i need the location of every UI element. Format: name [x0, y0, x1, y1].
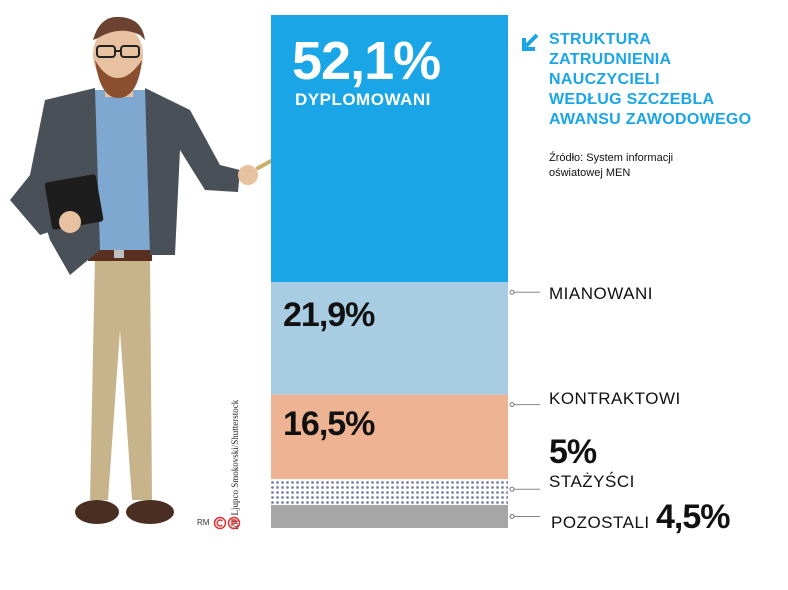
- chart-title: STRUKTURA ZATRUDNIENIA NAUCZYCIELI WEDŁU…: [549, 30, 751, 130]
- arrow-down-left-icon: [522, 33, 539, 51]
- bar-segment-stazysci: [271, 479, 508, 505]
- title-line: WEDŁUG SZCZEBLA: [549, 91, 715, 108]
- bar-segment-kontraktowi: [271, 394, 508, 480]
- signature-initials: RM: [197, 518, 210, 527]
- category-label-mianowani: MIANOWANI: [549, 284, 653, 303]
- copyright-icon: [213, 516, 241, 530]
- title-line: NAUCZYCIELI: [549, 71, 660, 88]
- value-label-mianowani: 21,9%: [283, 296, 375, 334]
- leader-dot-stazysci: [509, 486, 515, 492]
- source-line: Źródło: System informacji: [549, 152, 674, 164]
- value-label-kontraktowi: 16,5%: [283, 405, 375, 443]
- leader-dot-mianowani: [509, 289, 515, 295]
- value-label-pozostali: 4,5%: [656, 498, 730, 536]
- category-label-stazysci: STAŻYŚCI: [549, 472, 635, 491]
- bar-segment-dyplomowani: [271, 15, 508, 283]
- title-line: ZATRUDNIENIA: [549, 51, 672, 68]
- bar-segment-pozostali: [271, 504, 508, 528]
- leader-dot-pozostali: [509, 513, 515, 519]
- leader-dot-kontraktowi: [509, 402, 515, 408]
- value-label-dyplomowani: 52,1%: [292, 31, 441, 91]
- bar-segment-mianowani: [271, 282, 508, 395]
- value-label-stazysci: 5%: [549, 433, 597, 471]
- category-label-kontraktowi: KONTRAKTOWI: [549, 389, 681, 408]
- title-line: AWANSU ZAWODOWEGO: [549, 111, 752, 128]
- source-line: oświatowej MEN: [549, 167, 631, 179]
- photo-credit: fot. Ljupco Smokovski/Shutterstock: [230, 399, 240, 530]
- category-label-dyplomowani: DYPLOMOWANI: [295, 90, 431, 109]
- category-label-pozostali: POZOSTALI: [551, 513, 650, 532]
- title-line: STRUKTURA: [549, 31, 652, 48]
- source-note: Źródło: System informacji oświatowej MEN: [549, 151, 673, 181]
